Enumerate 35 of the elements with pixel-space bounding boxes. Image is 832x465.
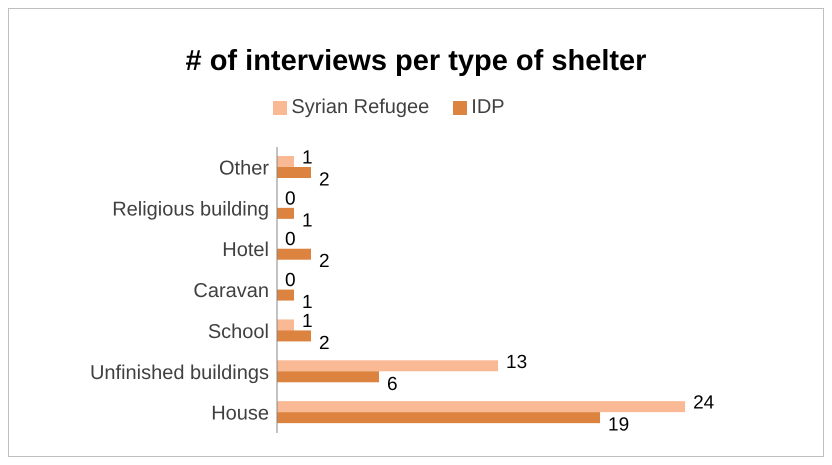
y-tick-label: Other [218, 158, 270, 180]
legend-label: Syrian Refugee [291, 96, 430, 118]
data-label: 1 [302, 310, 313, 332]
bar [277, 412, 600, 424]
y-tick-label: Caravan [193, 280, 269, 302]
bar [277, 167, 312, 178]
data-label: 6 [387, 374, 398, 395]
data-label: 2 [319, 170, 330, 191]
data-label: 1 [302, 210, 313, 232]
data-label: 1 [302, 148, 313, 169]
bar [277, 319, 294, 330]
legend-label: IDP [471, 96, 505, 118]
bar [277, 208, 294, 219]
y-tick-label: Unfinished buildings [90, 362, 269, 384]
data-label: 19 [608, 414, 630, 436]
data-label: 24 [693, 392, 715, 414]
data-label: 0 [285, 270, 296, 292]
y-tick-label: School [208, 320, 269, 343]
y-tick-label: House [211, 402, 269, 425]
chart-title: # of interviews per type of shelter [184, 45, 648, 78]
bar [277, 290, 294, 301]
bar [277, 371, 380, 382]
data-label: 2 [319, 332, 330, 354]
bar [277, 248, 312, 260]
data-label: 2 [319, 251, 330, 272]
bar [277, 330, 312, 342]
bar [277, 360, 498, 372]
data-label: 1 [302, 292, 313, 314]
data-label: 13 [506, 352, 528, 373]
bar [277, 401, 686, 412]
y-tick-label: Hotel [222, 239, 269, 262]
bar [277, 156, 294, 167]
data-label: 0 [285, 188, 296, 210]
data-label: 0 [285, 229, 296, 250]
y-tick-label: Religious building [112, 198, 269, 220]
